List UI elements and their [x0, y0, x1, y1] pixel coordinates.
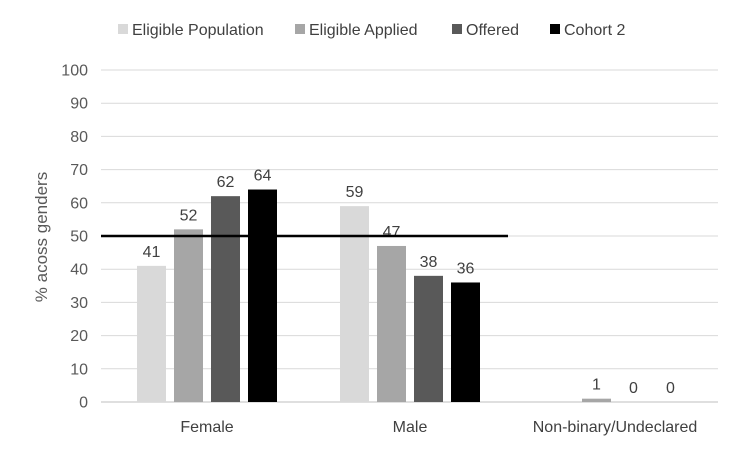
legend-label: Eligible Population — [132, 22, 264, 39]
bars — [137, 189, 611, 402]
x-category-label: Female — [180, 419, 233, 436]
data-label: 52 — [180, 207, 198, 224]
y-axis-title: % acoss genders — [32, 172, 51, 302]
x-category-label: Non-binary/Undeclared — [533, 419, 698, 436]
data-label: 0 — [666, 380, 675, 397]
legend-label: Cohort 2 — [564, 22, 625, 39]
data-label: 64 — [254, 168, 272, 185]
data-label: 59 — [346, 184, 364, 201]
x-category-label: Male — [393, 419, 428, 436]
legend-swatch — [550, 24, 560, 34]
data-label: 1 — [592, 377, 601, 394]
legend-item: Offered — [452, 22, 519, 39]
data-label: 0 — [629, 380, 638, 397]
y-tick-label: 100 — [61, 63, 88, 80]
legend-item: Cohort 2 — [550, 22, 625, 39]
x-axis-categories: Female Male Non-binary/Undeclared — [180, 419, 697, 436]
y-tick-label: 70 — [70, 162, 88, 179]
y-tick-label: 10 — [70, 361, 88, 378]
bar-offered-female — [211, 196, 240, 402]
y-tick-label: 50 — [70, 229, 88, 246]
legend-swatch — [295, 24, 305, 34]
bar-eligible-applied-female — [174, 229, 203, 402]
legend: Eligible Population Eligible Applied Offer… — [118, 22, 625, 39]
data-label: 38 — [420, 254, 438, 271]
legend-item: Eligible Applied — [295, 22, 418, 39]
y-tick-label: 60 — [70, 195, 88, 212]
y-tick-label: 90 — [70, 96, 88, 113]
data-label: 62 — [217, 174, 235, 191]
legend-label: Offered — [466, 22, 519, 39]
bar-cohort-2-male — [451, 282, 480, 402]
legend-label: Eligible Applied — [309, 22, 418, 39]
bar-offered-male — [414, 275, 443, 402]
data-label: 47 — [383, 224, 401, 241]
y-tick-label: 20 — [70, 328, 88, 345]
bar-eligible-population-male — [340, 206, 369, 402]
y-tick-label: 40 — [70, 262, 88, 279]
legend-swatch — [452, 24, 462, 34]
data-label: 36 — [457, 260, 475, 277]
y-axis-ticks: 0 10 20 30 40 50 60 70 80 90 100 — [61, 63, 88, 412]
y-tick-label: 0 — [79, 395, 88, 412]
legend-swatch — [118, 24, 128, 34]
data-label: 41 — [143, 244, 161, 261]
legend-item: Eligible Population — [118, 22, 264, 39]
bar-eligible-population-female — [137, 265, 166, 402]
bar-eligible-applied-male — [377, 245, 406, 402]
bar-cohort-2-female — [248, 189, 277, 402]
bar-eligible-applied-non-binary-undeclared — [582, 398, 611, 402]
y-tick-label: 80 — [70, 129, 88, 146]
y-tick-label: 30 — [70, 295, 88, 312]
